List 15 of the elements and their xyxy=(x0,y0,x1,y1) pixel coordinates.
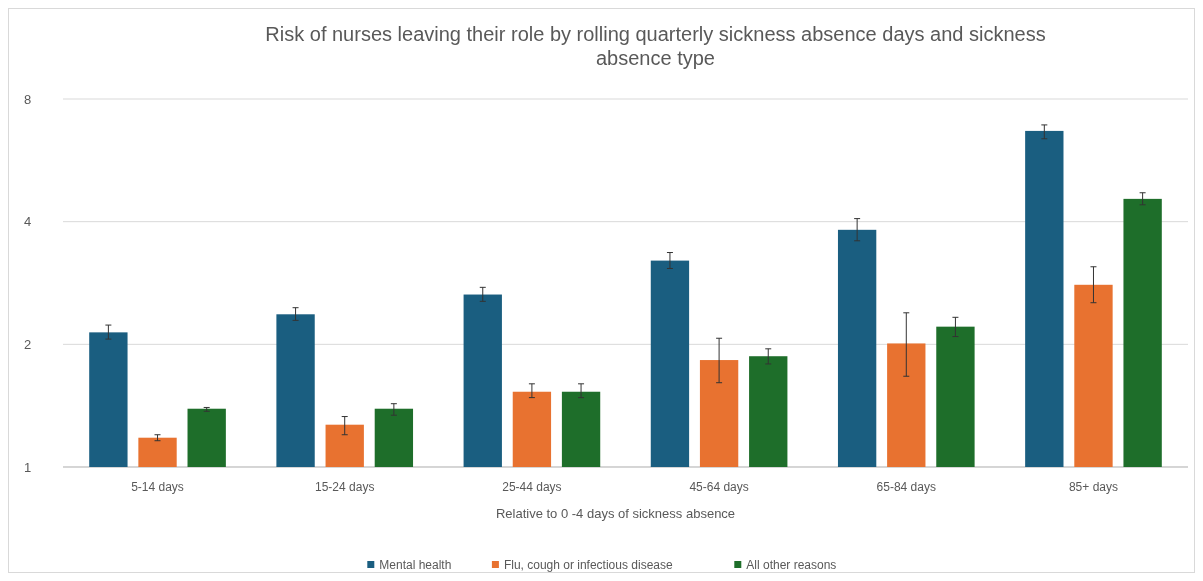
legend-label: Flu, cough or infectious disease xyxy=(503,558,673,573)
x-tick-label: 25-44 days xyxy=(502,480,562,494)
y-tick-label: 8 xyxy=(24,91,32,107)
x-axis-title: Relative to 0 -4 days of sickness absence xyxy=(495,506,736,521)
legend-label: Mental health xyxy=(379,558,452,573)
y-tick-label: 2 xyxy=(24,336,32,352)
x-tick-label: 85+ days xyxy=(1068,480,1118,494)
y-tick-label: 4 xyxy=(24,214,32,230)
x-tick-label: 65-84 days xyxy=(876,480,936,494)
x-tick-label: 45-64 days xyxy=(689,480,749,494)
x-tick-label: 5-14 days xyxy=(131,480,184,494)
y-tick-label: 1 xyxy=(24,459,32,475)
legend-label: All other reasons xyxy=(746,558,837,573)
x-tick-label: 15-24 days xyxy=(315,480,375,494)
chart-title: Risk of nurses leaving their role by rolling quarterly sickness absence days and sickness absence type xyxy=(265,23,1046,69)
